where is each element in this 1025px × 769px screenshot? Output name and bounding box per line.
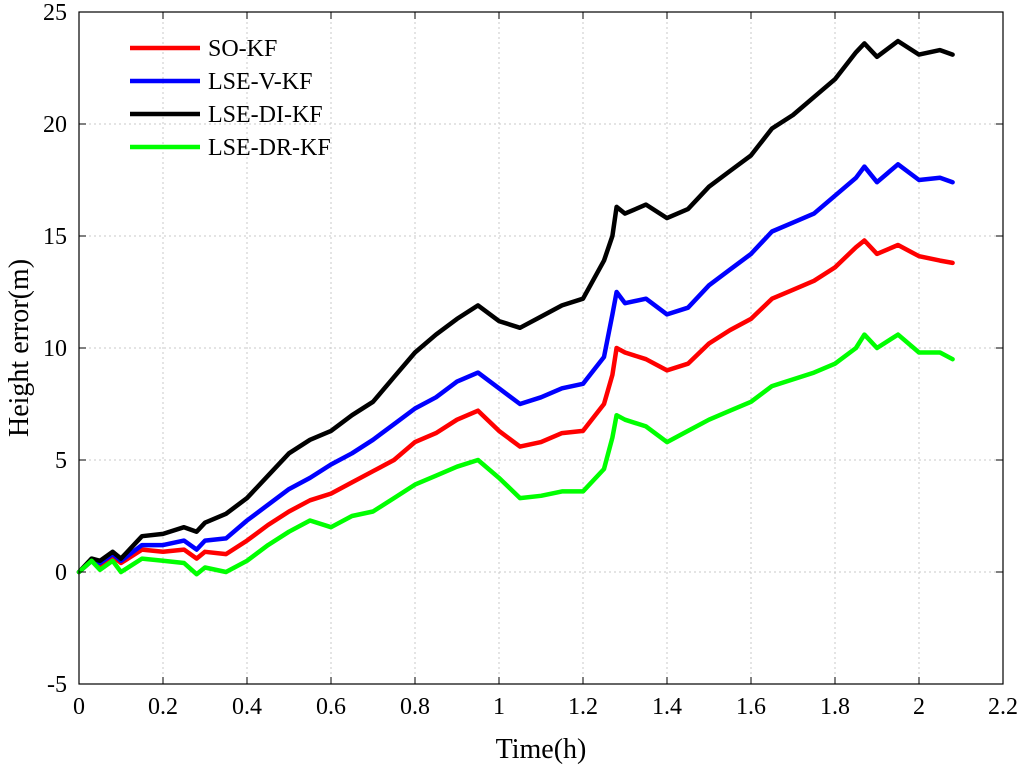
plot-area (76, 38, 955, 577)
x-tick-label: 1.8 (820, 694, 850, 720)
y-tick-label: 20 (43, 112, 67, 138)
x-tick-label: 0.6 (316, 694, 346, 720)
grid (79, 12, 1003, 684)
legend-label-lse-di-kf: LSE-DI-KF (208, 102, 323, 128)
legend-label-lse-dr-kf: LSE-DR-KF (208, 135, 331, 161)
x-tick-label: 2.2 (988, 694, 1018, 720)
legend-label-so-kf: SO-KF (208, 36, 277, 62)
x-tick-label: 2 (913, 694, 925, 720)
x-axis-label: Time(h) (496, 734, 587, 765)
x-tick-label: 0.4 (232, 694, 262, 720)
x-tick-label: 1.2 (568, 694, 598, 720)
y-tick-label: 25 (43, 0, 67, 26)
x-tick-label: 1 (493, 694, 505, 720)
y-tick-label: 10 (43, 336, 67, 362)
series-line-lse-v-kf (76, 162, 955, 575)
legend: SO-KF LSE-V-KF LSE-DI-KF LSE-DR-KF (130, 36, 331, 161)
x-tick-label: 0.8 (400, 694, 430, 720)
y-tick-label: 15 (43, 224, 67, 250)
axis-ticks: 0 0.2 0.4 0.6 0.8 1 1.2 1.4 1.6 1.8 2 2.2-505101520… (43, 0, 1018, 720)
x-tick-label: 0 (73, 694, 85, 720)
series-line-lse-di-kf (76, 38, 955, 575)
y-tick-label: 5 (55, 448, 67, 474)
x-tick-label: 1.6 (736, 694, 766, 720)
y-axis-label: Height error(m) (4, 259, 35, 437)
legend-label-lse-v-kf: LSE-V-KF (208, 69, 312, 95)
x-tick-label: 1.4 (652, 694, 682, 720)
x-tick-label: 0.2 (148, 694, 178, 720)
series-line-lse-dr-kf (76, 332, 955, 577)
series-line-so-kf (76, 238, 955, 575)
y-tick-label: -5 (47, 672, 67, 698)
y-tick-label: 0 (55, 560, 67, 586)
